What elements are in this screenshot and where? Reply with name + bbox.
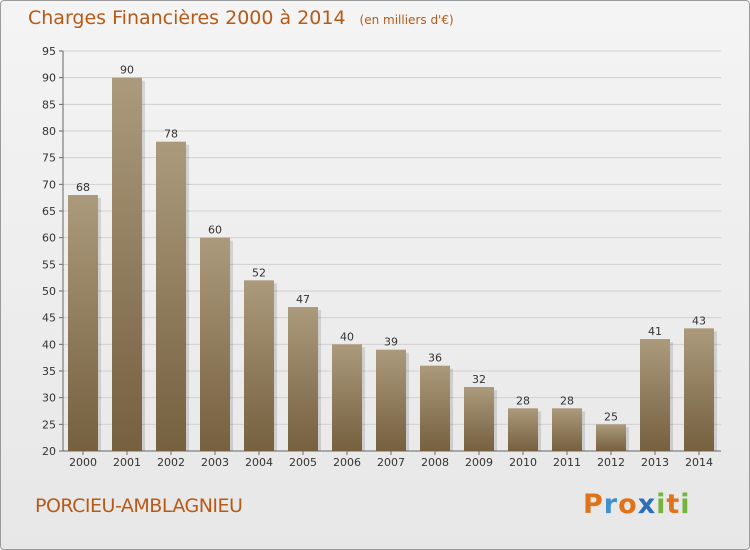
logo-letter: o (618, 489, 638, 520)
value-label: 25 (604, 410, 618, 423)
value-label: 36 (428, 352, 442, 365)
bars (68, 77, 717, 452)
place-name: PORCIEU-AMBLAGNIEU (35, 495, 243, 517)
value-label: 90 (120, 64, 134, 77)
x-tick-label: 2012 (597, 456, 625, 469)
bar (244, 280, 274, 451)
y-tick-label: 75 (42, 152, 56, 165)
bar (332, 344, 362, 451)
value-label: 40 (340, 330, 354, 343)
value-label: 78 (164, 128, 178, 141)
y-tick-label: 85 (42, 98, 56, 111)
logo-letter: t (666, 489, 681, 520)
value-label: 52 (252, 266, 266, 279)
x-tick-label: 2008 (421, 456, 449, 469)
bar (464, 387, 494, 451)
x-tick-label: 2011 (553, 456, 581, 469)
proxiti-logo[interactable]: Proxiti (583, 489, 691, 520)
bar (596, 424, 626, 451)
y-tick-label: 20 (42, 445, 56, 458)
bar (420, 365, 450, 451)
y-tick-label: 70 (42, 178, 56, 191)
chart-title-text: Charges Financières 2000 à 2014 (28, 7, 346, 29)
value-label: 28 (516, 394, 530, 407)
x-tick-label: 2002 (157, 456, 185, 469)
x-tick-label: 2004 (245, 456, 273, 469)
value-label: 32 (472, 373, 486, 386)
logo-letter: P (583, 489, 604, 520)
x-tick-label: 2003 (201, 456, 229, 469)
x-tick-label: 2006 (333, 456, 361, 469)
x-tick-label: 2007 (377, 456, 405, 469)
bar (288, 307, 318, 451)
bar (640, 339, 670, 451)
y-tick-label: 90 (42, 72, 56, 85)
bar (68, 195, 98, 451)
x-tick-label: 2001 (113, 456, 141, 469)
y-tick-label: 45 (42, 312, 56, 325)
x-tick-label: 2014 (685, 456, 713, 469)
y-tick-label: 35 (42, 365, 56, 378)
y-tick-label: 65 (42, 205, 56, 218)
value-label: 28 (560, 394, 574, 407)
y-tick-label: 95 (42, 45, 56, 58)
value-label: 43 (692, 314, 706, 327)
value-label: 60 (208, 224, 222, 237)
bar (552, 408, 582, 451)
value-label: 41 (648, 325, 662, 338)
x-tick-label: 2009 (465, 456, 493, 469)
y-tick-label: 55 (42, 258, 56, 271)
x-tick-label: 2000 (69, 456, 97, 469)
bar (156, 141, 186, 451)
bar (508, 408, 538, 451)
bar (684, 328, 714, 451)
value-label: 39 (384, 336, 398, 349)
chart-title: Charges Financières 2000 à 2014 (en milli… (28, 7, 454, 29)
bar (376, 349, 406, 451)
y-tick-label: 80 (42, 125, 56, 138)
labels: 20 25 30 35 40 45 50 55 60 65 70 75 80 85 90 95 68 2000 90… (42, 45, 713, 469)
y-tick-label: 60 (42, 232, 56, 245)
chart-unit-note: (en milliers d'€) (359, 13, 454, 27)
logo-letter: i (656, 489, 667, 520)
x-tick-label: 2005 (289, 456, 317, 469)
bar (200, 237, 230, 451)
value-label: 68 (76, 181, 90, 194)
logo-letter: i (680, 489, 691, 520)
logo-letter: x (637, 489, 657, 520)
x-tick-label: 2013 (641, 456, 669, 469)
y-tick-label: 40 (42, 338, 56, 351)
logo-letter: r (603, 489, 619, 520)
y-tick-label: 50 (42, 285, 56, 298)
y-tick-label: 30 (42, 392, 56, 405)
bar (112, 77, 142, 452)
value-label: 47 (296, 293, 310, 306)
y-tick-label: 25 (42, 418, 56, 431)
x-tick-label: 2010 (509, 456, 537, 469)
